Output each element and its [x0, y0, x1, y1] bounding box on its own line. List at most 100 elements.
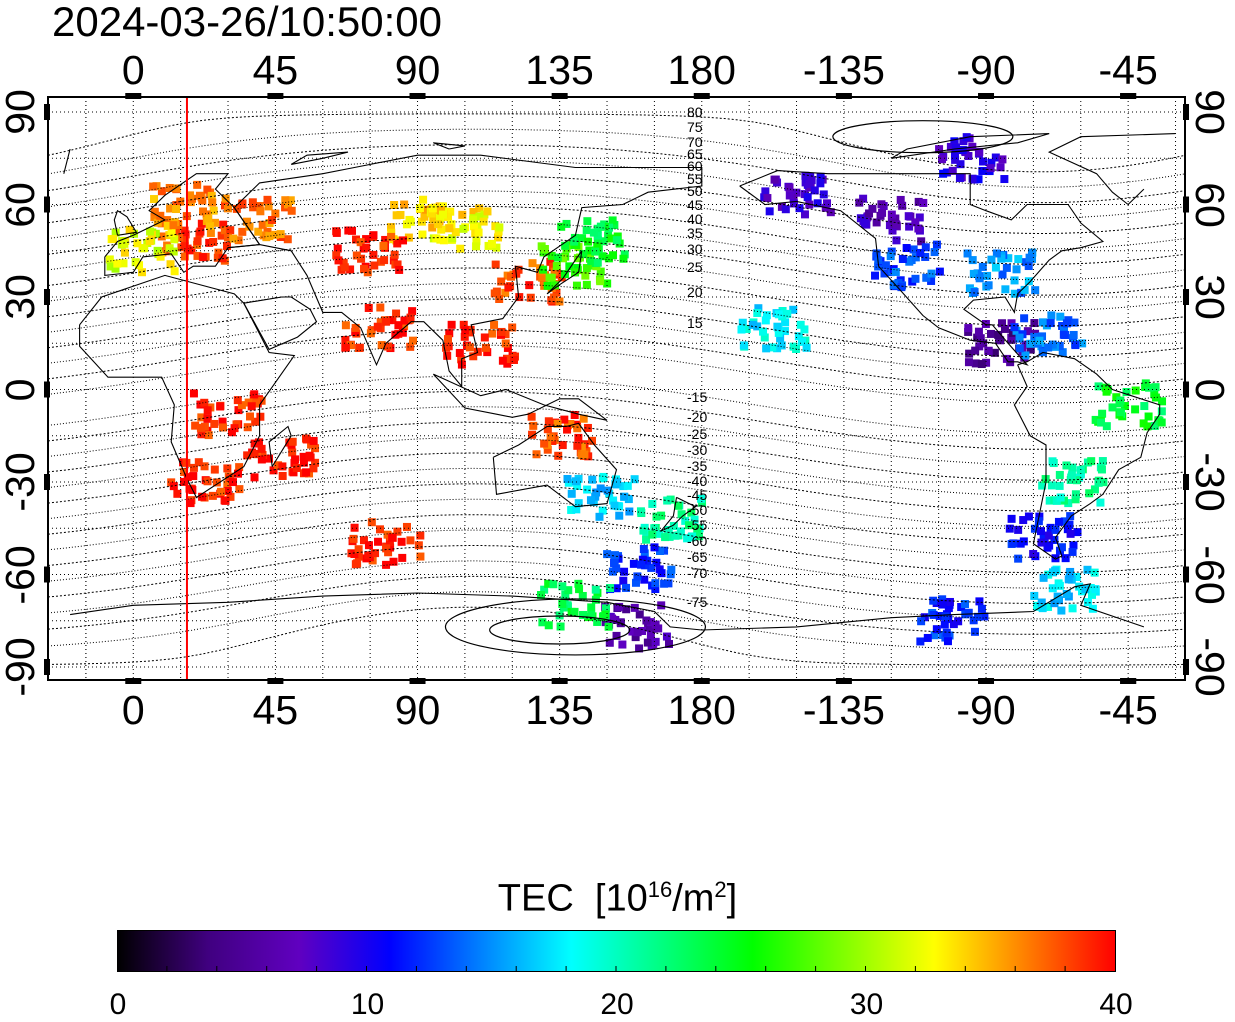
tick-label: 45 — [252, 47, 299, 93]
mag-contour — [48, 483, 1185, 543]
mag-contour — [48, 267, 1185, 327]
tec-cell — [1066, 512, 1075, 521]
tec-cell — [888, 226, 897, 235]
tec-cell — [971, 346, 980, 355]
tec-cell — [676, 527, 685, 536]
tec-cell — [595, 512, 604, 521]
mag-contour — [48, 144, 1185, 204]
contour-label: 75 — [687, 119, 703, 135]
tec-cell — [620, 567, 629, 576]
tec-cell — [437, 225, 446, 234]
tec-cell — [660, 579, 669, 588]
tec-cell — [598, 474, 607, 483]
colorbar-tick-label: 0 — [109, 988, 127, 1021]
tec-cell — [898, 254, 907, 263]
tec-cell — [111, 264, 120, 273]
tec-cell — [753, 322, 762, 331]
tec-cell — [536, 591, 545, 600]
tec-cell — [976, 334, 985, 343]
tec-cell — [639, 526, 648, 535]
tec-cell — [366, 329, 375, 338]
tec-cell — [443, 335, 452, 344]
tec-cell — [339, 258, 348, 267]
tec-cell — [1051, 554, 1060, 563]
colorbar-minor-ticks — [166, 966, 1066, 972]
tec-cell — [389, 557, 398, 566]
tec-cell — [583, 485, 592, 494]
tec-cell — [550, 293, 559, 302]
tec-cell — [203, 477, 212, 486]
tec-cell — [1071, 495, 1080, 504]
tec-cell — [189, 472, 198, 481]
tec-cell — [205, 222, 214, 231]
tec-cell — [1087, 590, 1096, 599]
tec-cell — [495, 294, 504, 303]
tec-cell — [1000, 175, 1009, 184]
tec-cell — [558, 582, 567, 591]
frame-tick — [44, 566, 50, 583]
tick-label: -45 — [1098, 47, 1158, 93]
tec-cell — [973, 612, 982, 621]
frame-tick — [1183, 474, 1189, 490]
tec-cell — [543, 425, 552, 434]
tec-cell — [877, 200, 886, 209]
tec-cell — [414, 541, 423, 550]
tec-cell — [1102, 387, 1111, 396]
tec-cell — [169, 221, 178, 230]
tec-cell — [982, 358, 991, 367]
tec-cell — [364, 541, 373, 550]
tec-cell — [1157, 407, 1166, 416]
tec-cell — [887, 210, 896, 219]
tec-cell — [491, 260, 500, 269]
tec-cell — [1157, 418, 1166, 427]
tec-cell — [795, 204, 804, 213]
tec-cell — [362, 243, 371, 252]
tec-cell — [997, 254, 1006, 263]
tec-cell — [1141, 379, 1150, 388]
colorbar-tick-label: 30 — [849, 988, 884, 1021]
coastline — [290, 151, 349, 165]
tec-map: 80 75 70 65 60 55 50 45 40 35 30 25 20 15 -15 -20 -25 -30… — [48, 97, 1185, 680]
tec-cell — [652, 558, 661, 567]
tick-label: 0 — [121, 687, 145, 733]
frame-tick — [1183, 659, 1189, 675]
tec-cell — [198, 253, 207, 262]
tec-cell — [580, 450, 589, 459]
tec-cell — [932, 625, 941, 634]
tec-cell — [948, 166, 957, 175]
tec-cell — [970, 288, 979, 297]
tec-cell — [204, 431, 213, 440]
tec-cell — [886, 252, 895, 261]
tec-cell — [998, 319, 1007, 328]
tec-cell — [905, 257, 914, 266]
tec-cell — [968, 174, 977, 183]
tec-cell — [246, 412, 255, 421]
tec-cell — [593, 242, 602, 251]
tec-cell — [984, 346, 993, 355]
tec-cell — [553, 253, 562, 262]
tec-cell — [1102, 422, 1111, 431]
tec-cell — [802, 343, 811, 352]
tec-cell — [288, 448, 297, 457]
tec-cell — [488, 329, 497, 338]
tec-cell — [469, 215, 478, 224]
tec-cell — [341, 335, 350, 344]
tec-cell — [871, 271, 880, 280]
tec-cluster-arctic-canada — [935, 133, 1009, 184]
contour-label: 45 — [687, 197, 703, 213]
tec-cell — [578, 591, 587, 600]
tec-cell — [1087, 457, 1096, 466]
tec-cell — [935, 267, 944, 276]
tec-cell — [986, 329, 995, 338]
tec-cell — [964, 608, 973, 617]
tec-cluster-kamchatka — [553, 216, 629, 267]
tec-cell — [904, 212, 913, 221]
tec-cell — [665, 532, 674, 541]
tec-cell — [650, 543, 659, 552]
tec-cell — [525, 281, 534, 290]
tec-cell — [1020, 285, 1029, 294]
tec-cell — [302, 468, 311, 477]
tec-cluster-patagonia — [1005, 512, 1082, 563]
tec-cell — [990, 348, 999, 357]
